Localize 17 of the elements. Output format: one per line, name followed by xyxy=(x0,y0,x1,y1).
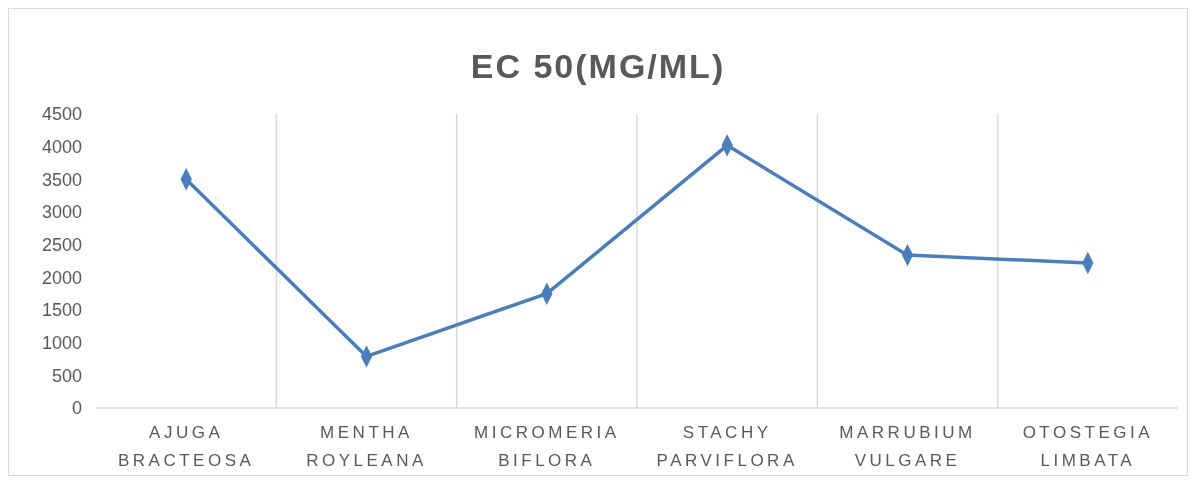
y-tick-label: 0 xyxy=(71,398,82,419)
y-tick-label: 4000 xyxy=(41,136,82,157)
x-tick-label: STACHY PARVIFLORA xyxy=(656,423,798,470)
x-tick-label: OTOSTEGIA LIMBATA xyxy=(1022,423,1154,470)
y-tick-label: 500 xyxy=(51,365,82,386)
x-tick-label: MARRUBIUM VULGARE xyxy=(839,423,976,470)
x-tick-label: MENTHA ROYLEANA xyxy=(306,423,427,470)
y-tick-label: 3000 xyxy=(41,202,82,223)
y-tick-label: 4500 xyxy=(41,104,82,125)
x-tick-label: MICROMERIA BIFLORA xyxy=(474,423,620,470)
y-tick-label: 3500 xyxy=(41,169,82,190)
y-tick-label: 2000 xyxy=(41,267,82,288)
chart-title: EC 50(MG/ML) xyxy=(470,47,726,85)
x-tick-label: AJUGA BRACTEOSA xyxy=(117,423,255,470)
y-tick-label: 1500 xyxy=(41,300,82,321)
y-tick-label: 2500 xyxy=(41,234,82,255)
y-tick-label: 1000 xyxy=(41,332,82,353)
